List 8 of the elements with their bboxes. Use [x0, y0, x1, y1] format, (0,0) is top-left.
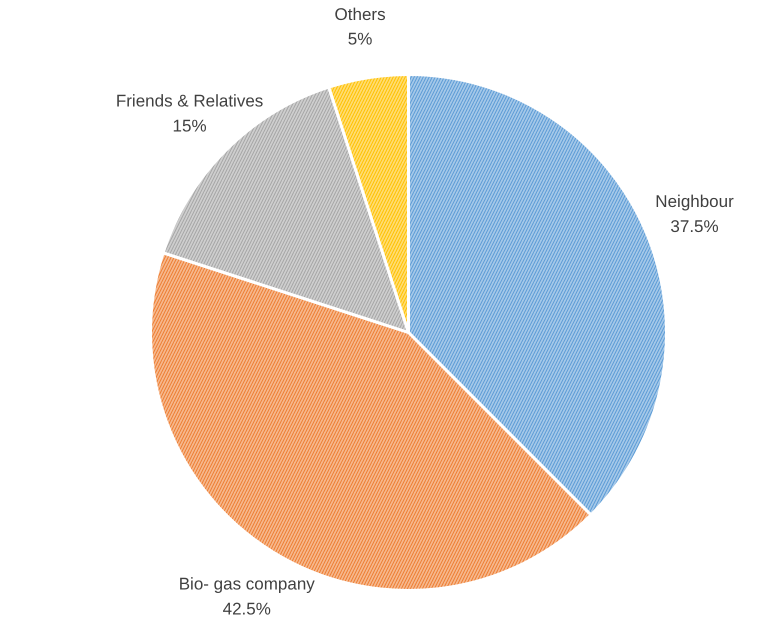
slice-label: Friends & Relatives: [116, 92, 264, 111]
data-label: 15%: [172, 116, 207, 136]
slice-label: Neighbour: [655, 192, 734, 212]
data-label: 5%: [348, 30, 372, 49]
slice-label: Bio- gas company: [178, 574, 316, 594]
slice-label: Others: [334, 4, 386, 24]
data-label: 37.5%: [670, 216, 719, 236]
data-label: 42.5%: [222, 599, 271, 618]
